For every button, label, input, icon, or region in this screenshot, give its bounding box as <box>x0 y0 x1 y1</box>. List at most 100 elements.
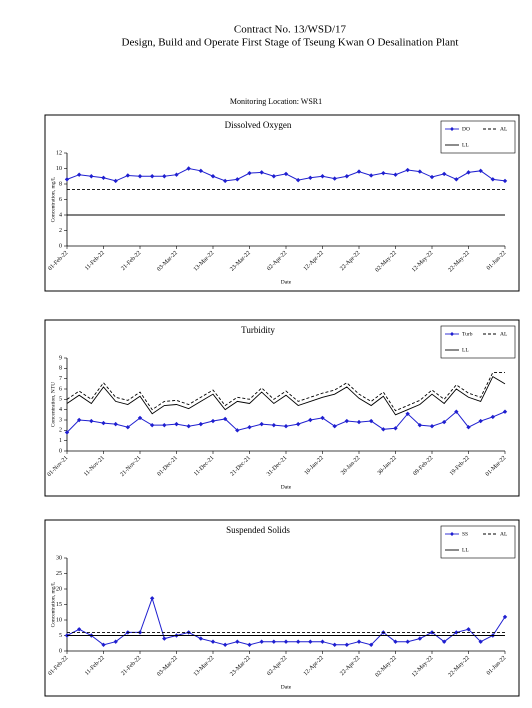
point <box>259 639 264 644</box>
point <box>454 630 459 635</box>
point <box>466 627 471 632</box>
x-tick-label: 01-Dec-21 <box>157 455 179 477</box>
point <box>356 639 362 644</box>
x-tick-label: 02-Apr-22 <box>266 655 288 677</box>
x-tick-label: 20-Jan-22 <box>340 455 361 476</box>
point <box>441 419 447 425</box>
legend-label: LL <box>462 347 469 353</box>
point <box>441 171 447 177</box>
x-tick-label: 01-Jun-22 <box>486 250 507 271</box>
x-tick-label: 21-Feb-22 <box>120 250 142 272</box>
y-tick-label: 4 <box>59 407 62 413</box>
point <box>368 642 374 647</box>
y-tick-label: 1 <box>59 438 62 444</box>
point <box>332 642 337 647</box>
x-tick-label: 11-Nov-21 <box>83 455 106 478</box>
point <box>368 418 374 424</box>
point <box>502 409 508 414</box>
legend-label: LL <box>462 142 469 148</box>
x-axis-label: Date <box>281 279 292 285</box>
point <box>478 418 483 424</box>
point <box>283 424 289 429</box>
series-line <box>66 596 506 646</box>
point <box>441 639 447 644</box>
x-tick-label: 02-May-22 <box>375 250 398 273</box>
point <box>235 639 240 644</box>
point <box>429 424 435 429</box>
point <box>344 174 350 179</box>
legend-label: DO <box>462 126 470 132</box>
point <box>405 411 410 416</box>
point <box>344 642 350 647</box>
point <box>174 172 179 177</box>
y-axis-label: Concentration, mg/L <box>50 581 56 627</box>
y-tick-label: 0 <box>59 648 62 654</box>
point <box>125 173 131 178</box>
x-tick-label: 19-Feb-22 <box>449 455 471 477</box>
legend-marker <box>450 332 454 336</box>
x-tick-label: 01-Feb-22 <box>47 250 69 272</box>
point <box>76 627 82 632</box>
point <box>162 422 167 428</box>
point <box>125 425 131 430</box>
x-tick-label: 01-Nov-21 <box>47 455 70 478</box>
x-tick-label: 22-Apr-22 <box>339 655 361 677</box>
point <box>417 422 423 428</box>
point <box>320 174 325 179</box>
point <box>308 175 313 180</box>
y-tick-label: 8 <box>59 181 62 187</box>
contract: Contract No. 13/WSD/17 <box>234 24 347 36</box>
y-tick-label: 25 <box>56 571 62 577</box>
x-tick-label: 22-May-22 <box>448 250 471 273</box>
x-tick-label: 12-May-22 <box>411 250 434 273</box>
point <box>381 170 386 176</box>
chart-title: Suspended Solids <box>226 525 290 535</box>
y-axis-label: Concentration, NTU <box>50 382 56 427</box>
point <box>332 424 337 429</box>
y-tick-label: 2 <box>59 228 62 234</box>
x-tick-label: 02-Apr-22 <box>266 250 288 272</box>
series-line <box>66 411 506 433</box>
legend-box <box>440 325 516 359</box>
point <box>222 178 228 184</box>
point <box>89 174 94 179</box>
legend-label: AL <box>500 531 508 537</box>
legend-label: Turb <box>462 331 473 337</box>
point <box>198 421 204 427</box>
y-tick-label: 0 <box>59 448 62 454</box>
x-tick-label: 13-Mar-22 <box>193 655 216 678</box>
point <box>271 639 277 644</box>
x-tick-label: 12-Apr-22 <box>303 655 325 677</box>
point <box>344 418 350 424</box>
x-tick-label: 21-Feb-22 <box>120 655 142 677</box>
point <box>320 639 325 644</box>
y-tick-label: 5 <box>59 633 62 639</box>
x-tick-label: 12-May-22 <box>411 655 434 678</box>
y-tick-label: 3 <box>59 417 62 423</box>
x-tick-label: 09-Feb-22 <box>412 455 434 477</box>
point <box>101 420 106 426</box>
point <box>320 415 325 421</box>
point <box>210 418 216 424</box>
y-tick-label: 2 <box>59 428 62 434</box>
point <box>174 421 179 427</box>
point <box>466 170 471 175</box>
point <box>490 414 496 420</box>
point <box>235 177 240 182</box>
point <box>356 169 362 174</box>
series-line <box>66 375 506 416</box>
point <box>137 415 143 421</box>
point <box>76 417 82 423</box>
chart-title: Turbidity <box>241 325 275 335</box>
point <box>198 168 204 174</box>
point <box>417 636 423 641</box>
point <box>235 428 240 433</box>
location: Monitoring Location: WSR1 <box>230 97 322 106</box>
chart-title: Dissolved Oxygen <box>225 120 292 130</box>
point <box>429 174 435 180</box>
point <box>417 169 423 174</box>
y-tick-label: 9 <box>59 355 62 361</box>
point <box>490 177 496 182</box>
point <box>295 421 301 427</box>
